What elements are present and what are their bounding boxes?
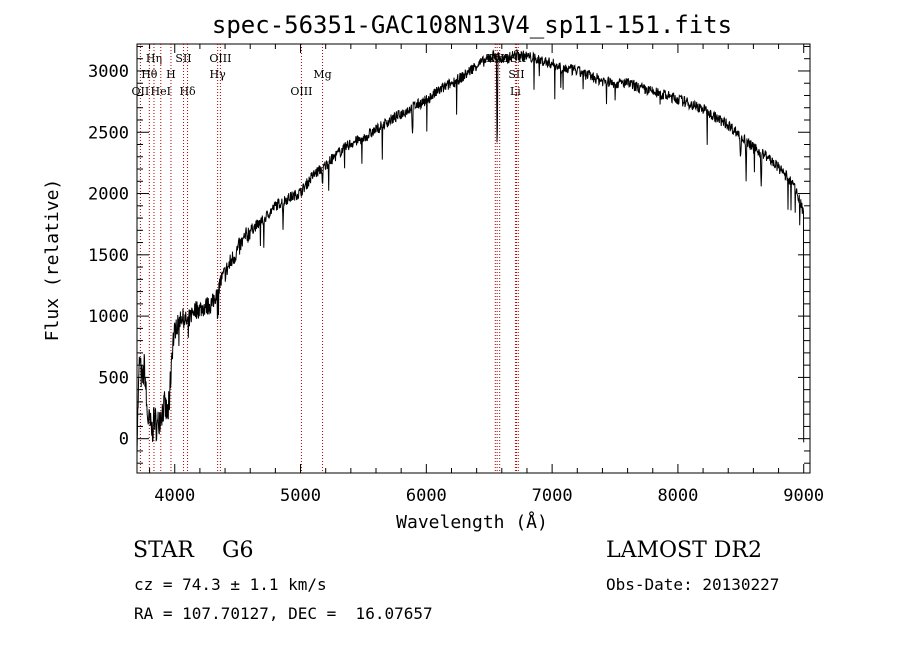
y-tick-label: 1000 xyxy=(88,307,129,327)
spectral-line-label: Mg xyxy=(313,68,331,81)
y-tick-label: 500 xyxy=(98,368,129,388)
spectral-line-label: Hη xyxy=(146,52,162,65)
spectral-line-markers: OIIHθHηHeIHSIIHδHγOIIIOIIIMgNIIHαNIILiSI… xyxy=(132,44,526,473)
spectral-line-label: H xyxy=(166,68,176,81)
x-tick-label: 6000 xyxy=(406,486,447,506)
spectral-line-label: SII xyxy=(175,52,191,65)
plot-frame xyxy=(136,43,811,474)
spectral-line-label: Li xyxy=(510,85,521,98)
x-tick-label: 9000 xyxy=(783,486,824,506)
x-tick-label: 4000 xyxy=(154,486,195,506)
spectral-line-label: OII xyxy=(132,85,150,98)
spectral-line-label: SII xyxy=(508,68,524,81)
x-tick-label: 5000 xyxy=(280,486,321,506)
spectral-line-label: Hθ xyxy=(141,68,158,81)
spectral-line-label: Hδ xyxy=(179,85,196,98)
y-tick-label: 2500 xyxy=(88,123,129,143)
spectral-line-label: HeI xyxy=(151,85,171,98)
obs-date: Obs-Date: 20130227 xyxy=(606,575,780,594)
x-tick-label: 7000 xyxy=(532,486,573,506)
spectral-line-label: OIII xyxy=(209,52,231,65)
x-axis-label: Wavelength (Å) xyxy=(396,511,548,533)
survey-name: LAMOST DR2 xyxy=(606,538,762,563)
chart-title: spec-56351-GAC108N13V4_sp11-151.fits xyxy=(212,11,732,39)
y-axis-label: Flux (relative) xyxy=(42,179,63,342)
coordinates: RA = 107.70127, DEC = 16.07657 xyxy=(134,604,433,623)
y-tick-label: 0 xyxy=(119,430,129,450)
redshift-info: cz = 74.3 ± 1.1 km/s xyxy=(134,575,327,594)
flux-series-line xyxy=(136,48,805,455)
spectral-line-label: OIII xyxy=(290,85,312,98)
spectral-line-label: Hγ xyxy=(210,68,227,81)
y-tick-label: 2000 xyxy=(88,185,129,205)
x-tick-label: 8000 xyxy=(657,486,698,506)
y-tick-label: 1500 xyxy=(88,246,129,266)
axis-ticks: 4000 5000 6000 7000 8000 9000 0 500 1000 1500 2000… xyxy=(88,44,824,506)
y-tick-label: 3000 xyxy=(88,62,129,82)
object-class: STAR G6 xyxy=(133,538,254,563)
